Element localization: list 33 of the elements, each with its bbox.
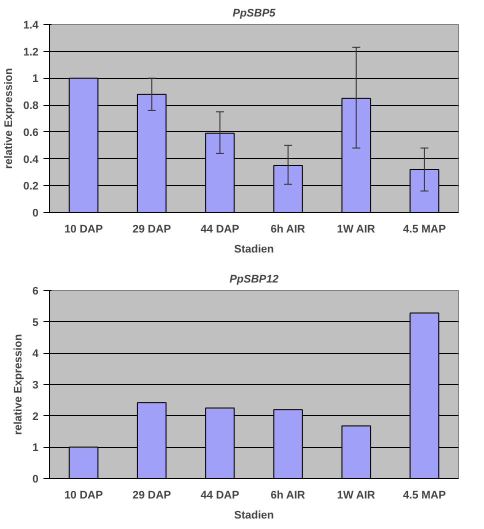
y-tick-label: 1 — [32, 73, 39, 86]
y-tick-label: 0.4 — [23, 154, 40, 166]
chart-title: PpSBP12 — [230, 274, 278, 286]
x-tick-label: 4.5 MAP — [403, 224, 446, 236]
y-tick-label: 0.8 — [23, 100, 39, 112]
y-tick-label: 0 — [32, 474, 39, 486]
x-tick-label: 6h AIR — [270, 490, 306, 502]
x-tick-label: 29 DAP — [132, 224, 172, 236]
y-tick-label: 1.2 — [23, 46, 39, 58]
y-tick-label: 1.4 — [23, 20, 40, 32]
x-tick-label: 1W AIR — [337, 490, 376, 502]
x-tick-label: 29 DAP — [132, 490, 172, 502]
y-tick-label: 0.2 — [23, 180, 39, 193]
x-tick-label: 1W AIR — [337, 224, 376, 236]
x-tick-label: 6h AIR — [270, 224, 306, 236]
chart-title: PpSBP5 — [232, 8, 276, 20]
y-tick-label: 4 — [32, 348, 40, 360]
y-tick-label: 5 — [32, 316, 39, 329]
y-tick-label: 0 — [32, 208, 39, 220]
y-tick-label: 1 — [32, 442, 39, 454]
x-axis-title: Stadien — [234, 510, 274, 522]
y-tick-label: 0.6 — [23, 126, 39, 139]
y-axis-title: relative Expression — [12, 334, 24, 435]
y-tick-label: 2 — [32, 410, 39, 423]
x-tick-label: 44 DAP — [200, 224, 240, 236]
y-axis-title: relative Expression — [3, 68, 16, 169]
x-tick-label: 4.5 MAP — [403, 490, 446, 502]
y-tick-label: 6 — [32, 286, 39, 298]
x-tick-label: 44 DAP — [200, 490, 240, 502]
x-tick-label: 10 DAP — [64, 490, 103, 502]
x-tick-label: 10 DAP — [64, 224, 103, 236]
x-axis-title: Stadien — [234, 244, 274, 256]
y-tick-label: 3 — [32, 380, 39, 392]
